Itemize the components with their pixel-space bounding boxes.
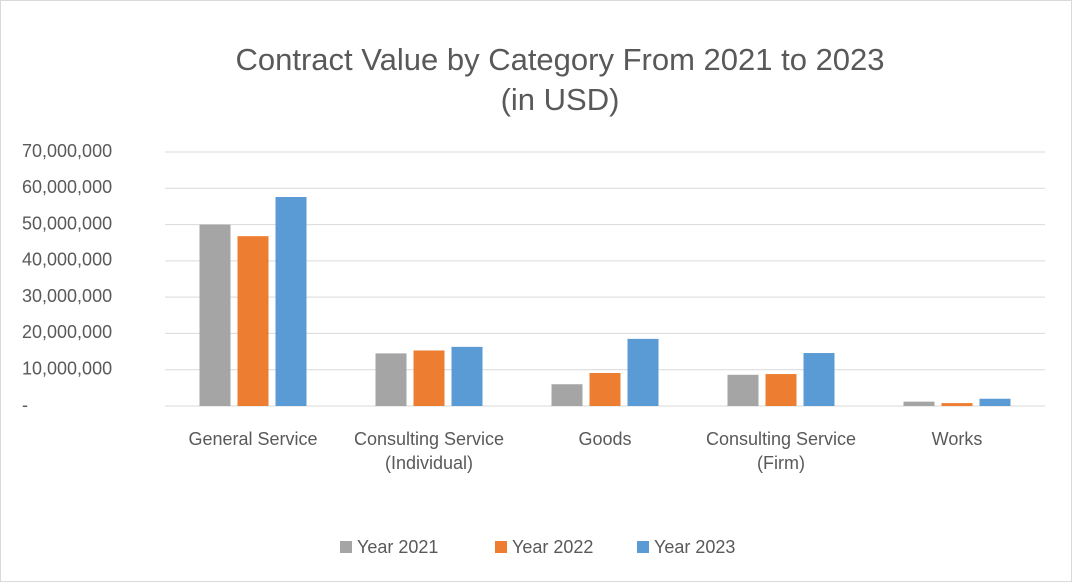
y-tick-label: 10,000,000	[22, 358, 112, 378]
chart-title: Contract Value by Category From 2021 to …	[235, 42, 884, 77]
y-tick-label: 20,000,000	[22, 322, 112, 342]
bar	[275, 196, 307, 406]
legend-swatch	[495, 541, 507, 553]
legend-label: Year 2022	[512, 537, 593, 557]
bar	[727, 374, 759, 406]
y-tick-label: 40,000,000	[22, 250, 112, 270]
y-tick-label: 60,000,000	[22, 177, 112, 197]
x-tick-label: Works	[931, 429, 983, 449]
bar	[413, 350, 445, 406]
y-tick-label: 30,000,000	[22, 286, 112, 306]
x-tick-label: General Service	[188, 429, 318, 449]
y-tick-label: 70,000,000	[22, 141, 112, 161]
bar	[451, 346, 483, 406]
bar	[551, 384, 583, 406]
bar	[199, 224, 231, 406]
chart-subtitle: (in USD)	[501, 82, 620, 117]
y-tick-label: -	[22, 395, 28, 415]
x-tick-label: Consulting Service (Individual)	[353, 429, 505, 473]
legend-swatch	[637, 541, 649, 553]
bar	[941, 403, 973, 406]
bar	[375, 353, 407, 406]
y-tick-label: 50,000,000	[22, 213, 112, 233]
bar	[237, 236, 269, 406]
bar	[979, 398, 1011, 406]
bar	[803, 353, 835, 406]
legend-label: Year 2023	[654, 537, 735, 557]
legend-label: Year 2021	[357, 537, 438, 557]
bar	[627, 338, 659, 406]
x-tick-label: Consulting Service (Firm)	[705, 429, 857, 473]
bar	[765, 374, 797, 406]
bar	[903, 401, 935, 406]
x-tick-label: Goods	[578, 429, 632, 449]
bar	[589, 372, 621, 406]
legend-swatch	[340, 541, 352, 553]
